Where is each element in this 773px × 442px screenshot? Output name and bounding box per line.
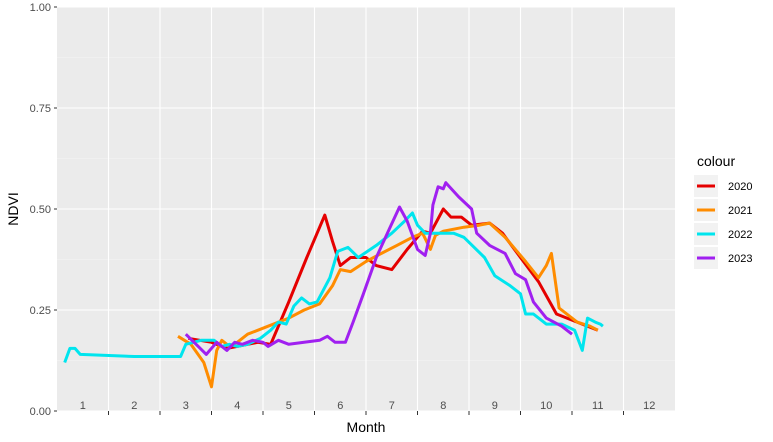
y-tick-label: 0.00 <box>30 406 51 418</box>
x-tick-label: 1 <box>80 400 86 412</box>
x-tick-label: 6 <box>337 400 343 412</box>
x-tick-label: 10 <box>540 400 552 412</box>
x-axis-title: Month <box>347 419 386 435</box>
y-tick-label: 1.00 <box>30 2 51 14</box>
x-axis: 1 2 3 4 5 6 7 8 9 10 11 12 <box>80 400 655 415</box>
series-line-2022 <box>63 211 604 364</box>
y-axis-title: NDVI <box>5 192 21 225</box>
x-tick-label: 4 <box>234 400 240 412</box>
y-axis: 0.00 0.25 0.50 0.75 1.00 <box>30 2 57 418</box>
x-tick-label: 9 <box>492 400 498 412</box>
x-tick-label: 12 <box>643 400 655 412</box>
legend-title: colour <box>697 153 735 169</box>
x-tick-label: 5 <box>286 400 292 412</box>
legend-label-2021: 2021 <box>728 205 752 217</box>
x-tick-label: 11 <box>592 400 603 412</box>
x-tick-label: 7 <box>389 400 395 412</box>
legend-label-2022: 2022 <box>728 229 752 241</box>
series-line-2023 <box>184 181 573 356</box>
y-tick-label: 0.25 <box>30 305 51 317</box>
grid-lines <box>57 6 675 412</box>
y-tick-label: 0.50 <box>30 204 51 216</box>
legend: colour 2020 2021 2022 2023 <box>694 153 752 269</box>
x-tick-label: 2 <box>131 400 137 412</box>
legend-label-2023: 2023 <box>728 253 752 265</box>
x-tick-label: 3 <box>183 400 189 412</box>
y-tick-label: 0.75 <box>30 103 51 115</box>
x-tick-label: 8 <box>440 400 446 412</box>
data-series <box>63 181 604 389</box>
legend-label-2020: 2020 <box>728 181 752 193</box>
